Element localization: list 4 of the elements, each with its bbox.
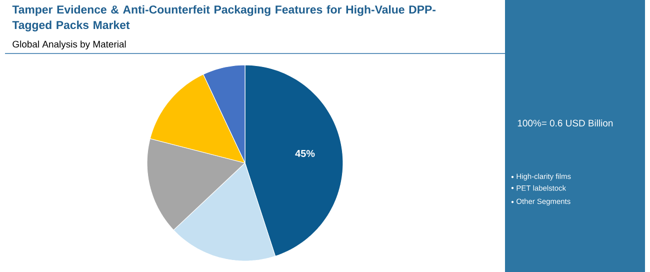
text: 100%= 0.6 USD Billion: [518, 120, 613, 126]
chart-title: Tamper Evidence & Anti-Counterfeit Packaging Features for High-Value DPP-Tagged Packs Market: [12, 5, 436, 32]
data-label: 45%: [295, 150, 315, 158]
text: Global Analysis by Material: [12, 40, 126, 50]
